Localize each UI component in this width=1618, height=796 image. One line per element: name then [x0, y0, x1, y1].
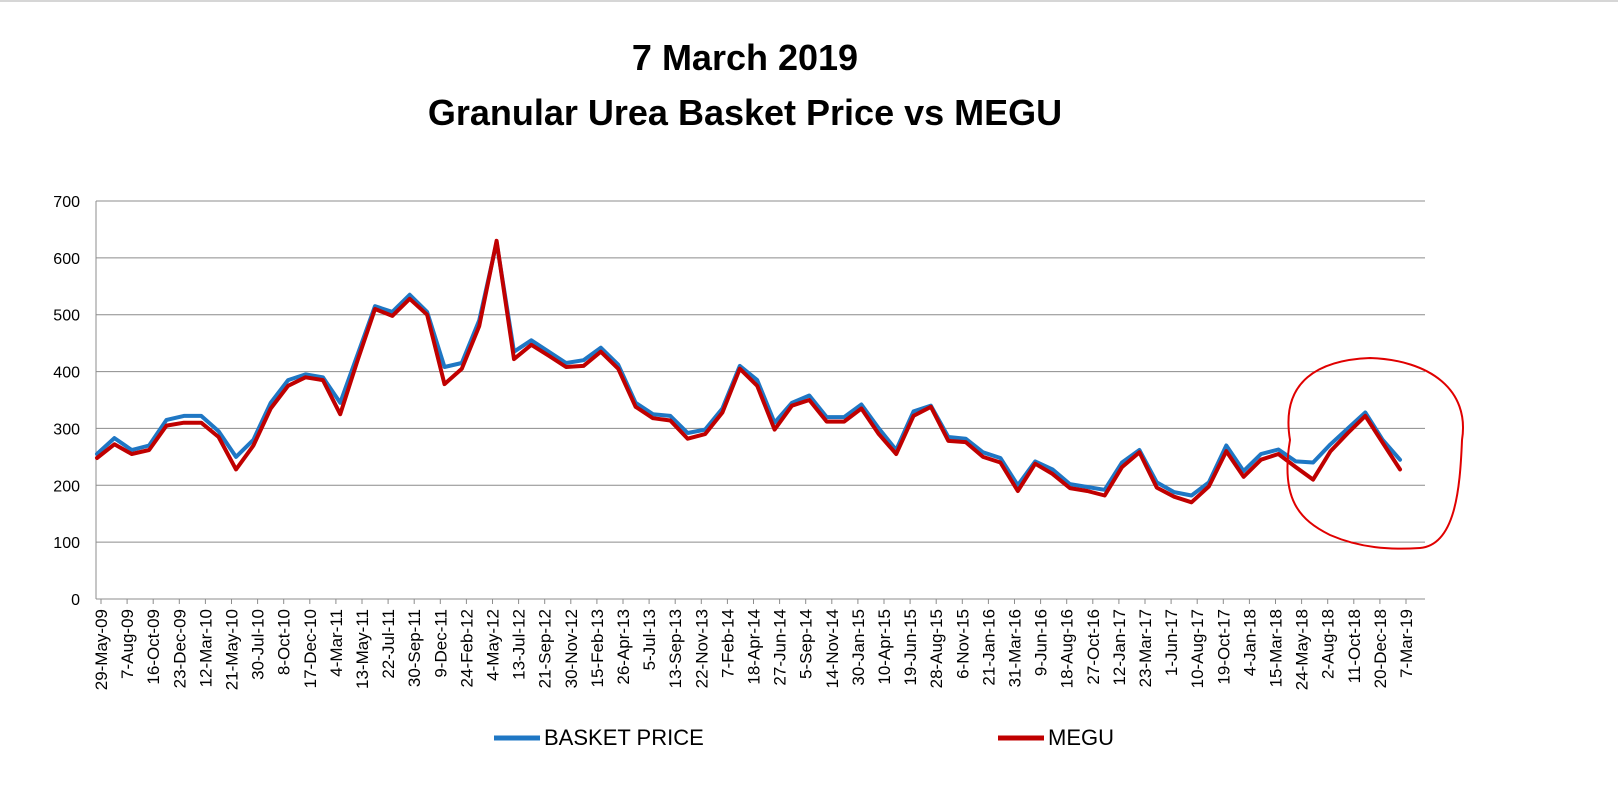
- x-tick-label: 4-Jan-18: [1240, 609, 1259, 676]
- chart-title-block: 7 March 2019 Granular Urea Basket Price …: [0, 30, 1490, 140]
- x-tick-label: 10-Apr-15: [875, 609, 894, 685]
- x-tick-label: 7-Aug-09: [118, 609, 137, 679]
- x-tick-label: 29-May-09: [92, 609, 111, 690]
- x-tick-label: 13-Jul-12: [510, 609, 529, 680]
- x-tick-label: 21-Sep-12: [536, 609, 555, 688]
- x-tick-label: 26-Apr-13: [614, 609, 633, 685]
- x-tick-label: 22-Jul-11: [379, 609, 398, 679]
- x-tick-label: 14-Nov-14: [823, 609, 842, 688]
- x-tick-label: 12-Jan-17: [1110, 609, 1129, 686]
- x-tick-label: 15-Mar-18: [1267, 609, 1286, 687]
- x-tick-label: 1-Jun-17: [1162, 609, 1181, 676]
- x-tick-label: 19-Jun-15: [901, 609, 920, 686]
- x-tick-label: 23-Dec-09: [170, 609, 189, 688]
- x-tick-label: 5-Sep-14: [797, 609, 816, 679]
- x-tick-label: 16-Oct-09: [144, 609, 163, 685]
- x-tick-label: 24-May-18: [1293, 609, 1312, 690]
- series: [95, 238, 1402, 505]
- x-tick-label: 17-Dec-10: [301, 609, 320, 688]
- x-tick-label: 20-Dec-18: [1371, 609, 1390, 688]
- chart-title: 7 March 2019: [631, 37, 859, 78]
- x-tick-label: 12-Mar-10: [196, 609, 215, 687]
- annotations: [1286, 356, 1465, 550]
- x-tick-label: 10-Aug-17: [1188, 609, 1207, 688]
- circle-annotation: [1286, 356, 1465, 550]
- x-tick-label: 21-Jan-16: [979, 609, 998, 686]
- x-tick-label: 30-Sep-11: [405, 609, 424, 687]
- y-tick-label: 300: [53, 421, 80, 438]
- x-tick-label: 22-Nov-13: [692, 609, 711, 688]
- x-tick-label: 18-Apr-14: [745, 609, 764, 685]
- y-tick-label: 0: [71, 592, 80, 609]
- series-line-basket-price: [95, 240, 1402, 498]
- x-tick-label: 2-Aug-18: [1319, 609, 1338, 679]
- x-tick-label: 31-Mar-16: [1006, 609, 1025, 687]
- x-tick-label: 24-Feb-12: [457, 609, 476, 687]
- x-tick-label: 21-May-10: [223, 609, 242, 690]
- grid: [96, 200, 1425, 543]
- x-tick-label: 30-Jan-15: [849, 609, 868, 686]
- legend-label-basket-price: BASKET PRICE: [544, 725, 704, 750]
- x-tick-label: 4-May-12: [484, 609, 503, 681]
- x-tick-label: 27-Oct-16: [1084, 609, 1103, 685]
- x-tick-label: 18-Aug-16: [1058, 609, 1077, 688]
- y-tick-label: 600: [53, 251, 80, 268]
- x-tick-label: 27-Jun-14: [771, 609, 790, 686]
- x-tick-label: 5-Jul-13: [640, 609, 659, 670]
- x-tick-label: 9-Jun-16: [1032, 609, 1051, 676]
- x-tick-label: 11-Oct-18: [1345, 609, 1364, 683]
- x-tick-label: 7-Mar-19: [1397, 609, 1416, 678]
- x-tick-label: 6-Nov-15: [953, 609, 972, 679]
- x-tick-label: 28-Aug-15: [927, 609, 946, 688]
- x-tick-label: 15-Feb-13: [588, 609, 607, 687]
- series-line-megu: [95, 238, 1402, 505]
- y-tick-label: 200: [53, 478, 80, 495]
- legend-label-megu: MEGU: [1048, 725, 1114, 750]
- x-tick-label: 23-Mar-17: [1136, 609, 1155, 687]
- top-divider: [0, 0, 1618, 2]
- x-tick-label: 13-Sep-13: [666, 609, 685, 688]
- x-tick-label: 7-Feb-14: [718, 609, 737, 678]
- x-tick-label: 9-Dec-11: [431, 609, 450, 678]
- x-tick-label: 30-Nov-12: [562, 609, 581, 688]
- x-tick-label: 4-Mar-11: [327, 609, 346, 677]
- y-tick-label: 400: [53, 365, 80, 382]
- legend: BASKET PRICE MEGU: [494, 725, 1114, 750]
- x-tick-label: 30-Jul-10: [249, 609, 268, 680]
- y-tick-label: 500: [53, 308, 80, 325]
- x-tick-label: 19-Oct-17: [1214, 609, 1233, 685]
- axes: 0 100 200 300 400 500 600 700: [53, 194, 1425, 609]
- x-tick-labels: 29-May-09 7-Aug-09 16-Oct-09 23-Dec-09 12-Ma…: [92, 599, 1416, 690]
- x-tick-label: 8-Oct-10: [275, 609, 294, 675]
- chart-subtitle: Granular Urea Basket Price vs MEGU: [427, 92, 1063, 133]
- x-tick-label: 13-May-11: [353, 609, 372, 689]
- y-tick-label: 100: [53, 535, 80, 552]
- y-tick-label: 700: [53, 194, 80, 211]
